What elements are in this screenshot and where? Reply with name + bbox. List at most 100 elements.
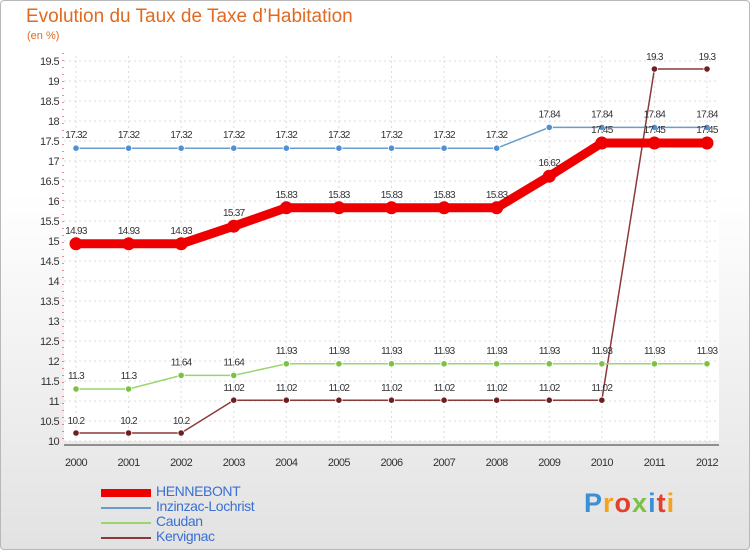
data-point bbox=[595, 136, 609, 150]
data-label: 11.64 bbox=[223, 357, 245, 368]
data-point bbox=[703, 65, 711, 73]
legend: HENNEBONT Inzinzac-Lochrist Caudan Kervigna… bbox=[101, 483, 341, 545]
data-label: 11.93 bbox=[697, 346, 719, 357]
y-tick-label: 12 bbox=[48, 356, 60, 368]
logo-letter: i bbox=[648, 488, 657, 518]
data-label: 17.84 bbox=[538, 109, 561, 120]
data-label: 11.64 bbox=[171, 357, 193, 368]
data-point bbox=[72, 144, 80, 152]
data-point bbox=[437, 201, 451, 215]
y-tick-label: 10 bbox=[48, 436, 60, 448]
data-point bbox=[440, 360, 448, 368]
data-point bbox=[703, 360, 711, 368]
data-label: 17.45 bbox=[696, 125, 719, 136]
data-label: 14.93 bbox=[118, 226, 141, 237]
data-point bbox=[387, 396, 396, 404]
data-label: 17.32 bbox=[118, 130, 141, 141]
data-point bbox=[387, 360, 396, 368]
legend-swatch bbox=[101, 489, 151, 497]
data-label: 11.93 bbox=[486, 346, 508, 357]
y-tick-label: 14 bbox=[48, 276, 60, 288]
y-tick-label: 13.5 bbox=[40, 296, 59, 308]
y-unit-label: (en %) bbox=[27, 30, 60, 42]
y-tick-label: 15.5 bbox=[40, 216, 59, 228]
data-label: 15.83 bbox=[433, 190, 456, 201]
legend-item: HENNEBONT bbox=[101, 483, 341, 500]
y-tick-label: 18 bbox=[48, 116, 60, 128]
data-point bbox=[279, 201, 293, 215]
data-point bbox=[335, 396, 343, 404]
data-label: 11.93 bbox=[644, 346, 666, 357]
data-point bbox=[703, 123, 711, 132]
data-point bbox=[387, 144, 396, 152]
logo-letter: r bbox=[603, 488, 615, 518]
data-point bbox=[69, 237, 83, 251]
data-label: 17.84 bbox=[591, 109, 614, 120]
x-tick-label: 2005 bbox=[328, 457, 351, 469]
legend-swatch bbox=[101, 537, 151, 539]
y-tick-label: 11.5 bbox=[41, 376, 60, 388]
data-point bbox=[230, 144, 238, 152]
data-label: 15.83 bbox=[486, 190, 509, 201]
y-tick-label: 14.5 bbox=[40, 256, 59, 268]
x-tick-label: 2000 bbox=[65, 457, 88, 469]
logo-letter: P bbox=[584, 488, 604, 518]
data-label: 16.62 bbox=[538, 158, 561, 169]
data-point bbox=[650, 360, 659, 368]
legend-label: HENNEBONT bbox=[156, 483, 241, 499]
y-tick-label: 16.5 bbox=[40, 176, 59, 188]
x-tick-label: 2001 bbox=[118, 457, 141, 469]
data-point bbox=[174, 237, 188, 251]
data-point bbox=[124, 429, 133, 437]
data-point bbox=[385, 201, 398, 215]
data-point bbox=[332, 201, 346, 215]
logo-letter: x bbox=[632, 488, 649, 518]
series-kervignac bbox=[72, 65, 711, 437]
logo-letter: t bbox=[656, 488, 667, 518]
data-label: 17.32 bbox=[433, 130, 456, 141]
data-label: 17.32 bbox=[170, 130, 193, 141]
data-point bbox=[647, 136, 661, 150]
data-point bbox=[230, 371, 238, 379]
data-label: 11.02 bbox=[539, 383, 561, 394]
y-tick-label: 13 bbox=[48, 316, 60, 328]
data-label: 17.84 bbox=[696, 109, 719, 120]
x-tick-label: 2007 bbox=[433, 457, 456, 469]
data-label: 10.2 bbox=[173, 416, 191, 427]
data-label: 17.32 bbox=[486, 130, 509, 141]
chart-title: Evolution du Taux de Taxe d’Habitation bbox=[26, 6, 353, 27]
data-label: 17.32 bbox=[223, 130, 246, 141]
data-point bbox=[700, 136, 714, 150]
x-tick-label: 2006 bbox=[380, 457, 403, 469]
x-tick-label: 2009 bbox=[538, 457, 561, 469]
data-label: 15.83 bbox=[276, 190, 299, 201]
data-point bbox=[72, 385, 80, 393]
y-tick-label: 10.5 bbox=[40, 416, 59, 428]
data-label: 17.32 bbox=[65, 130, 88, 141]
data-point bbox=[282, 396, 290, 404]
data-point bbox=[545, 123, 553, 132]
data-point bbox=[124, 144, 133, 152]
data-label: 11.93 bbox=[329, 346, 351, 357]
data-point bbox=[490, 201, 504, 215]
data-label: 19.3 bbox=[699, 52, 717, 63]
y-tick-label: 17 bbox=[48, 156, 60, 168]
y-tick-label: 19.5 bbox=[40, 56, 59, 68]
series-inzinzac-lochrist bbox=[72, 123, 711, 152]
legend-label: Caudan bbox=[156, 513, 203, 529]
data-label: 11.93 bbox=[539, 346, 561, 357]
data-label: 11.3 bbox=[121, 371, 138, 382]
legend-item: Kervignac bbox=[101, 528, 341, 545]
x-tick-label: 2002 bbox=[170, 457, 193, 469]
data-label: 10.2 bbox=[120, 416, 138, 427]
data-label: 14.93 bbox=[65, 226, 88, 237]
data-point bbox=[230, 396, 238, 404]
data-point bbox=[440, 144, 448, 152]
series-caudan bbox=[72, 360, 711, 393]
x-tick-label: 2003 bbox=[223, 457, 246, 469]
data-label: 11.93 bbox=[381, 346, 403, 357]
x-tick-label: 2012 bbox=[696, 457, 719, 469]
legend-swatch bbox=[101, 507, 151, 509]
data-label: 11.93 bbox=[276, 346, 298, 357]
data-label: 17.32 bbox=[381, 130, 404, 141]
